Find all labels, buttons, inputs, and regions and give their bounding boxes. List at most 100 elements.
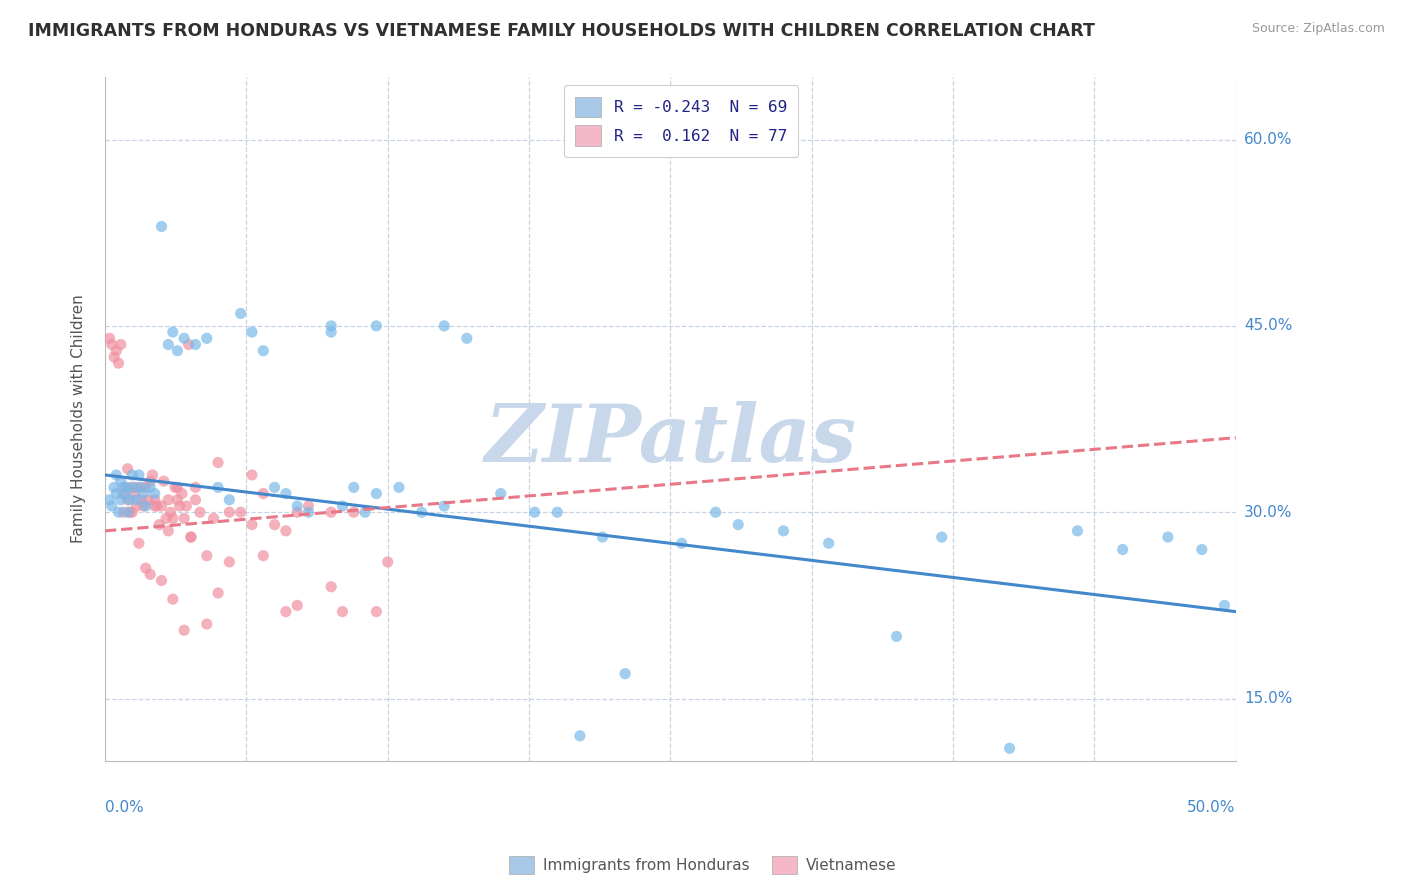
Point xyxy=(321,580,343,594)
Point xyxy=(173,511,195,525)
Point xyxy=(166,480,188,494)
Point xyxy=(931,530,953,544)
Point xyxy=(321,325,343,339)
Point xyxy=(195,331,218,345)
Point xyxy=(128,467,150,482)
Point xyxy=(162,592,184,607)
Point xyxy=(125,499,148,513)
Point xyxy=(155,511,177,525)
Point xyxy=(523,505,546,519)
Point xyxy=(252,486,274,500)
Point xyxy=(366,318,388,333)
Point xyxy=(150,219,173,234)
Point xyxy=(592,530,614,544)
Point xyxy=(274,605,297,619)
Point xyxy=(141,467,163,482)
Point xyxy=(207,480,229,494)
Point xyxy=(135,480,157,494)
Point xyxy=(263,480,285,494)
Point xyxy=(117,480,139,494)
Point xyxy=(135,561,157,575)
Point xyxy=(148,517,170,532)
Point xyxy=(143,492,166,507)
Point xyxy=(117,492,139,507)
Point xyxy=(188,505,211,519)
Point xyxy=(165,480,187,494)
Point xyxy=(124,480,146,494)
Point xyxy=(184,480,207,494)
Point xyxy=(411,505,433,519)
Point xyxy=(139,480,162,494)
Point xyxy=(218,555,240,569)
Text: 60.0%: 60.0% xyxy=(1244,132,1292,147)
Point xyxy=(727,517,749,532)
Point xyxy=(1213,599,1236,613)
Point xyxy=(169,499,191,513)
Point xyxy=(157,492,180,507)
Point xyxy=(132,499,155,513)
Point xyxy=(614,666,637,681)
Point xyxy=(107,505,129,519)
Point xyxy=(103,480,125,494)
Point xyxy=(143,499,166,513)
Text: 30.0%: 30.0% xyxy=(1244,505,1292,520)
Point xyxy=(297,505,319,519)
Point xyxy=(1157,530,1180,544)
Point xyxy=(202,511,225,525)
Point xyxy=(98,331,121,345)
Text: 15.0%: 15.0% xyxy=(1244,691,1292,706)
Point xyxy=(343,505,366,519)
Point xyxy=(180,530,202,544)
Point xyxy=(207,456,229,470)
Point xyxy=(263,517,285,532)
Point xyxy=(285,599,308,613)
Point xyxy=(366,605,388,619)
Point xyxy=(332,499,354,513)
Point xyxy=(105,467,128,482)
Point xyxy=(157,524,180,538)
Legend: R = -0.243  N = 69, R =  0.162  N = 77: R = -0.243 N = 69, R = 0.162 N = 77 xyxy=(564,86,799,157)
Point xyxy=(240,467,263,482)
Point xyxy=(114,480,136,494)
Point xyxy=(1111,542,1133,557)
Point xyxy=(546,505,568,519)
Point xyxy=(114,486,136,500)
Point xyxy=(207,586,229,600)
Point xyxy=(173,624,195,638)
Point xyxy=(100,499,122,513)
Text: 45.0%: 45.0% xyxy=(1244,318,1292,334)
Point xyxy=(128,480,150,494)
Y-axis label: Family Households with Children: Family Households with Children xyxy=(72,294,86,543)
Point xyxy=(195,617,218,632)
Point xyxy=(1191,542,1213,557)
Point xyxy=(456,331,478,345)
Legend: Immigrants from Honduras, Vietnamese: Immigrants from Honduras, Vietnamese xyxy=(503,850,903,880)
Point xyxy=(110,337,132,351)
Point xyxy=(388,480,411,494)
Point xyxy=(105,486,128,500)
Point xyxy=(568,729,591,743)
Point xyxy=(98,492,121,507)
Point xyxy=(105,343,128,358)
Point xyxy=(218,492,240,507)
Point xyxy=(162,511,184,525)
Point xyxy=(240,517,263,532)
Point xyxy=(321,505,343,519)
Point xyxy=(489,486,512,500)
Point xyxy=(162,325,184,339)
Point xyxy=(129,492,152,507)
Point xyxy=(143,486,166,500)
Point xyxy=(128,536,150,550)
Point xyxy=(176,499,198,513)
Point xyxy=(433,318,456,333)
Point xyxy=(229,306,252,320)
Text: ZIPatlas: ZIPatlas xyxy=(484,401,856,478)
Point xyxy=(129,480,152,494)
Point xyxy=(136,492,159,507)
Point xyxy=(121,467,143,482)
Point xyxy=(173,331,195,345)
Point xyxy=(121,505,143,519)
Text: IMMIGRANTS FROM HONDURAS VS VIETNAMESE FAMILY HOUSEHOLDS WITH CHILDREN CORRELATI: IMMIGRANTS FROM HONDURAS VS VIETNAMESE F… xyxy=(28,22,1095,40)
Point xyxy=(150,499,173,513)
Point xyxy=(772,524,794,538)
